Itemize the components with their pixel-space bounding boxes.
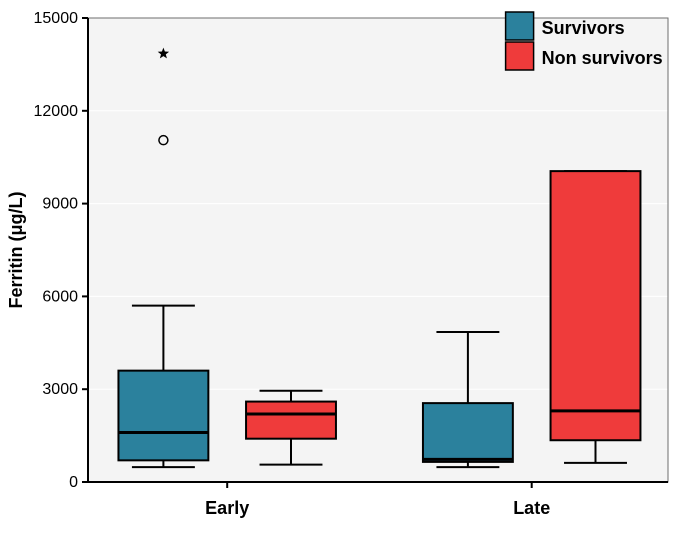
box-late-non_survivors — [551, 171, 641, 463]
x-category-label: Early — [205, 498, 249, 518]
legend-swatch-survivors — [506, 12, 534, 40]
ferritin-boxplot: 0 3000 6000 9000 12000 15000 Ferritin (μg/L) Ea… — [0, 0, 685, 538]
y-tick-label: 3000 — [42, 381, 78, 398]
y-axis-label: Ferritin (μg/L) — [6, 191, 26, 308]
y-tick-label: 0 — [69, 474, 78, 491]
x-category-label: Late — [513, 498, 550, 518]
legend-label-non_survivors: Non survivors — [542, 48, 663, 68]
y-tick-label: 12000 — [34, 103, 79, 120]
legend-label-survivors: Survivors — [542, 18, 625, 38]
y-tick-label: 15000 — [34, 10, 79, 27]
chart-svg: 0 3000 6000 9000 12000 15000 Ferritin (μg/L) Ea… — [0, 0, 685, 538]
y-tick-label: 9000 — [42, 196, 78, 213]
y-tick-label: 6000 — [42, 288, 78, 305]
legend-swatch-non_survivors — [506, 42, 534, 70]
